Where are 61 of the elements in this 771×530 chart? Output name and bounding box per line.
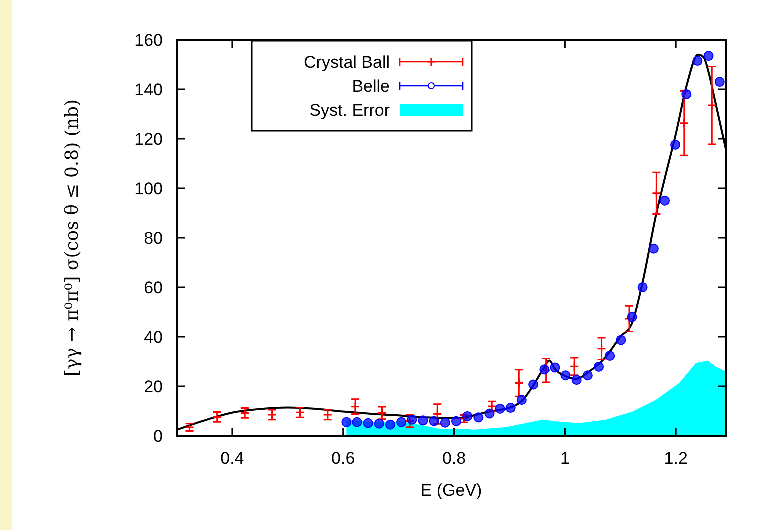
x-tick-label: 1 (560, 449, 570, 468)
point (714, 77, 725, 88)
point (418, 416, 428, 426)
point (495, 404, 506, 414)
point (396, 417, 407, 428)
point (616, 335, 626, 346)
point (462, 411, 473, 422)
point (474, 412, 484, 423)
x-tick-label: 0.8 (442, 449, 466, 468)
point (451, 416, 462, 426)
point (516, 395, 527, 406)
point (514, 378, 524, 388)
point (692, 56, 703, 66)
point (484, 408, 495, 419)
y-tick-label: 160 (134, 31, 163, 50)
point (350, 402, 360, 412)
legend-label: Belle (352, 77, 390, 96)
point (407, 414, 418, 425)
point (627, 312, 638, 322)
y-tick-label: 100 (134, 180, 163, 198)
point (570, 362, 580, 372)
x-tick-label: 0.4 (220, 449, 244, 468)
legend-label: Syst. Error (310, 101, 390, 120)
point (363, 418, 374, 428)
point (506, 403, 516, 414)
point (652, 188, 662, 198)
point (386, 420, 396, 430)
y-axis-title: [γγ → π⁰π⁰] σ(cos θ ≤ 0.8) (nb) (62, 100, 83, 376)
legend-label: Crystal Ball (304, 53, 390, 72)
point (707, 100, 717, 110)
point (432, 409, 442, 420)
y-tick-label: 80 (144, 229, 163, 248)
y-tick-label: 40 (144, 328, 163, 347)
point (440, 418, 450, 428)
y-tick-label: 0 (154, 427, 163, 446)
point (660, 196, 670, 206)
y-tick-label: 20 (144, 378, 163, 396)
point (572, 375, 582, 386)
point (605, 351, 616, 362)
x-tick-label: 1.2 (664, 449, 688, 468)
point (374, 418, 384, 429)
point (352, 417, 362, 428)
point (550, 362, 560, 373)
point (682, 89, 692, 100)
x-tick-label: 0.6 (332, 449, 356, 468)
point (342, 417, 352, 428)
point (582, 370, 593, 381)
point (680, 118, 690, 128)
point (704, 51, 714, 62)
y-tick-label: 60 (144, 278, 163, 298)
y-tick-label: 120 (134, 130, 163, 149)
point (528, 380, 539, 390)
y-tick-label: 140 (134, 80, 163, 100)
point (429, 416, 440, 426)
point (638, 282, 648, 292)
x-axis-title: E (GeV) (420, 481, 482, 500)
point (670, 140, 681, 150)
point (560, 370, 571, 381)
point (594, 362, 604, 372)
point (596, 344, 607, 354)
point (648, 244, 659, 254)
